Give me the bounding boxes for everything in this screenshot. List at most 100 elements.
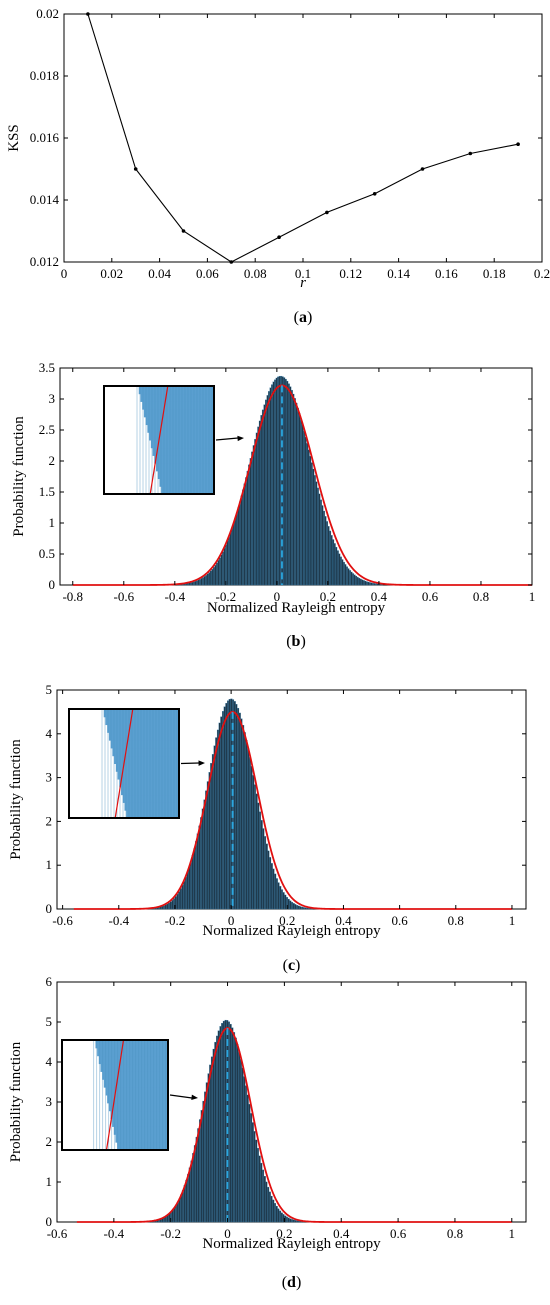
x-tick-label: 0.6: [390, 1226, 407, 1241]
histogram-bar: [359, 578, 362, 586]
x-tick-label: -0.8: [62, 589, 83, 604]
caption-close: ): [300, 633, 305, 650]
histogram-bar: [306, 443, 309, 586]
histogram-bar: [248, 757, 251, 910]
histogram-bar: [248, 464, 250, 586]
histogram-bar: [261, 409, 264, 586]
inset-arrow-head: [198, 760, 205, 766]
inset-bar: [110, 1110, 168, 1120]
histogram-bar: [198, 1119, 201, 1223]
histogram-bar: [186, 872, 189, 910]
histogram-bar: [228, 699, 231, 910]
histogram-bar: [194, 581, 197, 586]
y-tick-label: 0.02: [36, 6, 59, 21]
histogram-bar: [223, 706, 226, 910]
inset-bar: [107, 724, 179, 733]
histogram-bar: [187, 1173, 190, 1223]
histogram-bar: [321, 505, 324, 586]
histogram-bar: [373, 583, 376, 586]
kss-data-point: [133, 167, 138, 171]
inset-bar: [112, 747, 179, 757]
histogram-bar: [255, 1139, 258, 1223]
histogram-bar: [291, 1219, 294, 1223]
kss-series-line: [87, 13, 519, 263]
histogram-bar: [196, 833, 199, 910]
histogram-bar: [208, 772, 211, 910]
inset-bar: [138, 386, 214, 395]
histogram-bar: [191, 855, 194, 910]
histogram-bar: [367, 581, 370, 586]
y-tick-label: 3: [46, 770, 53, 785]
histogram-bar: [195, 1136, 198, 1223]
histogram-bar: [224, 1019, 227, 1223]
histogram-bar: [291, 901, 294, 910]
inset-bar: [157, 470, 214, 480]
histogram-bar: [200, 817, 203, 910]
caption-letter: d: [287, 1274, 296, 1291]
x-tick-label: 0.14: [387, 266, 410, 281]
caption-letter: b: [292, 633, 301, 650]
histogram-bar: [183, 1185, 186, 1223]
y-tick-label: 0: [46, 1214, 53, 1229]
histogram-bar: [292, 1219, 295, 1223]
histogram-bar: [250, 1113, 253, 1223]
histogram-bar: [238, 501, 241, 586]
y-tick-label: 4: [46, 1054, 53, 1069]
y-tick-label: 2: [46, 1134, 53, 1149]
x-tick-label: -0.6: [52, 913, 73, 928]
panel-caption: (c): [283, 957, 301, 974]
histogram-bar: [189, 861, 192, 910]
histogram-bar: [270, 863, 273, 910]
x-tick-label: 1: [509, 913, 516, 928]
histogram-bar: [268, 1191, 271, 1223]
histogram-bar: [267, 850, 270, 910]
y-tick-label: 1: [49, 515, 56, 530]
histogram-bar: [164, 904, 167, 910]
histogram-bar: [218, 722, 221, 910]
histogram-bar: [219, 557, 221, 586]
histogram-bar: [275, 878, 278, 910]
panel-caption: (b): [286, 633, 306, 650]
histogram-bar: [303, 430, 306, 586]
histogram-bar: [178, 1198, 181, 1223]
histogram-bar: [309, 455, 312, 586]
histogram-bar: [188, 1167, 191, 1223]
histogram-bar: [216, 1035, 219, 1223]
histogram-bar: [240, 495, 243, 586]
histogram-bar: [283, 377, 286, 586]
histogram-bar: [205, 1082, 208, 1223]
panel-caption: (a): [294, 309, 313, 326]
histogram-bar: [280, 889, 283, 910]
inset-bar: [112, 1118, 168, 1127]
kss-data-point: [181, 229, 186, 233]
histogram-bar: [188, 866, 191, 910]
histogram-bar: [193, 1145, 196, 1223]
histogram-bar: [266, 395, 269, 586]
histogram-bar: [212, 1048, 215, 1223]
caption-close: ): [295, 957, 300, 974]
histogram-bar: [241, 1067, 244, 1223]
histogram-bar: [258, 1155, 261, 1223]
histogram-bars: [177, 375, 384, 586]
histogram-bar: [217, 1030, 220, 1223]
histogram-bar: [197, 1128, 200, 1223]
x-tick-label: 0.8: [447, 1226, 463, 1241]
histogram-bar: [252, 775, 255, 910]
x-tick-label: 0.4: [335, 913, 352, 928]
histogram-bar: [189, 582, 192, 586]
histogram-bar: [361, 579, 364, 586]
inset-border: [68, 708, 180, 819]
x-tick-label: 0.04: [148, 266, 171, 281]
histogram-bar: [277, 1208, 280, 1223]
inset-bar: [142, 401, 214, 410]
histogram-bar: [210, 763, 213, 910]
histogram-bar: [192, 1153, 195, 1223]
x-tick-label: -0.6: [113, 589, 134, 604]
kss-data-point: [325, 210, 329, 215]
histogram-bar: [256, 1147, 259, 1223]
histogram-bar: [298, 413, 301, 586]
x-tick-label: 0.12: [339, 266, 362, 281]
histogram-bar: [247, 748, 250, 910]
inset-fit-curve: [149, 386, 169, 494]
inset-arrow-head: [191, 1094, 198, 1101]
